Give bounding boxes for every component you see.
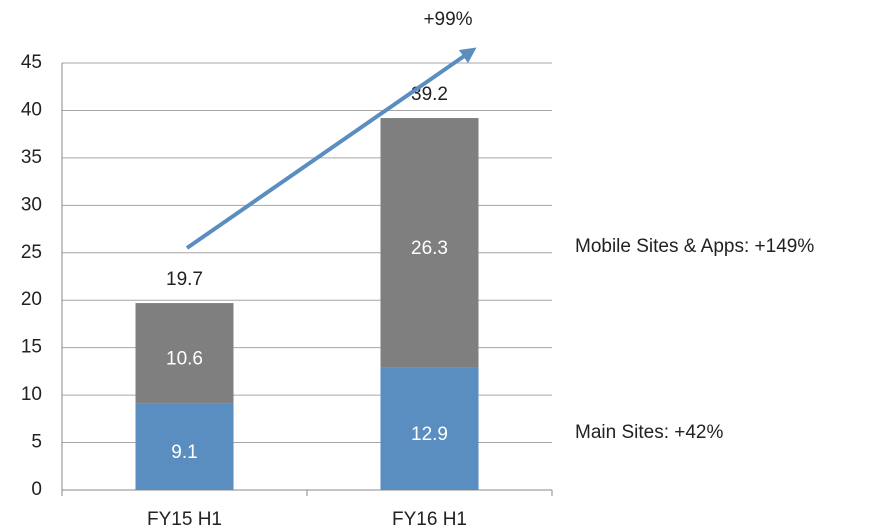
total-label: 39.2 — [411, 84, 448, 105]
y-tick-label: 10 — [21, 384, 42, 405]
y-tick-label: 5 — [31, 432, 42, 453]
y-tick-label: 20 — [21, 289, 42, 310]
series-label: Main Sites: +42% — [575, 422, 723, 443]
value-label: 26.3 — [411, 238, 448, 259]
total-label: 19.7 — [166, 269, 203, 290]
y-tick-label: 45 — [21, 52, 42, 73]
value-label: 10.6 — [166, 348, 203, 369]
x-tick-label: FY15 H1 — [147, 509, 222, 528]
bar-segment — [380, 118, 479, 368]
growth-arrow — [185, 47, 477, 250]
bar-segment — [135, 403, 234, 490]
x-tick-label: FY16 H1 — [392, 509, 467, 528]
y-tick-label: 35 — [21, 147, 42, 168]
annotation: +99% — [423, 9, 472, 30]
bar-segment — [135, 303, 234, 404]
series-label: Mobile Sites & Apps: +149% — [575, 236, 814, 257]
y-tick-label: 0 — [31, 479, 42, 500]
bar-segment — [380, 367, 479, 490]
value-label: 12.9 — [411, 424, 448, 445]
y-tick-label: 15 — [21, 337, 42, 358]
y-tick-label: 40 — [21, 99, 42, 120]
value-label: 9.1 — [171, 442, 197, 463]
y-tick-label: 25 — [21, 242, 42, 263]
y-tick-label: 30 — [21, 194, 42, 215]
